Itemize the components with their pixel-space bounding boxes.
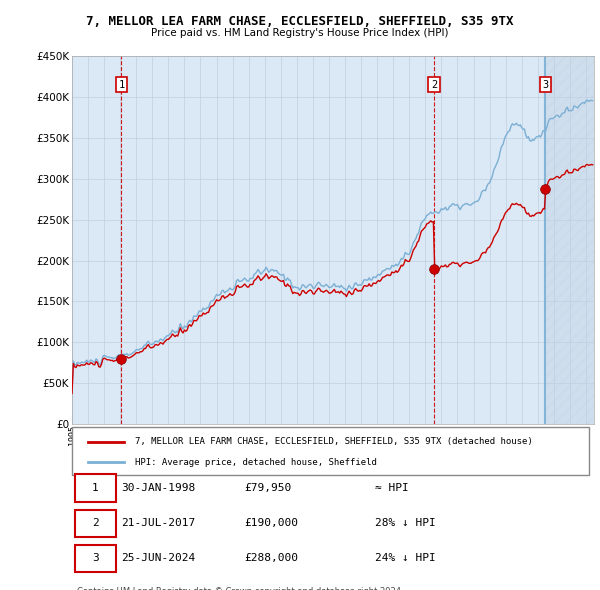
Text: £288,000: £288,000 xyxy=(244,553,298,563)
Text: ≈ HPI: ≈ HPI xyxy=(375,483,409,493)
Text: 7, MELLOR LEA FARM CHASE, ECCLESFIELD, SHEFFIELD, S35 9TX: 7, MELLOR LEA FARM CHASE, ECCLESFIELD, S… xyxy=(86,15,514,28)
Text: 3: 3 xyxy=(542,80,548,90)
Text: 24% ↓ HPI: 24% ↓ HPI xyxy=(375,553,436,563)
Text: 28% ↓ HPI: 28% ↓ HPI xyxy=(375,518,436,528)
Text: Contains HM Land Registry data © Crown copyright and database right 2024.
This d: Contains HM Land Registry data © Crown c… xyxy=(77,587,404,590)
Text: 1: 1 xyxy=(92,483,99,493)
Text: 2: 2 xyxy=(92,518,99,528)
Text: 21-JUL-2017: 21-JUL-2017 xyxy=(122,518,196,528)
Text: HPI: Average price, detached house, Sheffield: HPI: Average price, detached house, Shef… xyxy=(134,458,377,467)
Text: 30-JAN-1998: 30-JAN-1998 xyxy=(122,483,196,493)
FancyBboxPatch shape xyxy=(72,427,589,476)
Text: 2: 2 xyxy=(431,80,437,90)
Text: 7, MELLOR LEA FARM CHASE, ECCLESFIELD, SHEFFIELD, S35 9TX (detached house): 7, MELLOR LEA FARM CHASE, ECCLESFIELD, S… xyxy=(134,437,532,446)
Bar xyxy=(545,56,594,424)
FancyBboxPatch shape xyxy=(74,545,116,572)
FancyBboxPatch shape xyxy=(74,510,116,537)
Text: 1: 1 xyxy=(118,80,125,90)
FancyBboxPatch shape xyxy=(74,474,116,502)
Text: 3: 3 xyxy=(92,553,99,563)
Text: £79,950: £79,950 xyxy=(244,483,292,493)
Text: £190,000: £190,000 xyxy=(244,518,298,528)
Text: 25-JUN-2024: 25-JUN-2024 xyxy=(122,553,196,563)
Text: Price paid vs. HM Land Registry's House Price Index (HPI): Price paid vs. HM Land Registry's House … xyxy=(151,28,449,38)
